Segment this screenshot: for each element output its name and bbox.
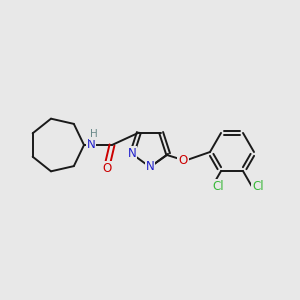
- Text: N: N: [146, 160, 154, 173]
- Text: Cl: Cl: [252, 180, 264, 193]
- Text: O: O: [102, 161, 112, 175]
- Text: N: N: [87, 139, 95, 152]
- Text: N: N: [128, 147, 136, 161]
- Text: Cl: Cl: [212, 180, 224, 193]
- Text: H: H: [90, 129, 98, 139]
- Text: O: O: [178, 154, 188, 166]
